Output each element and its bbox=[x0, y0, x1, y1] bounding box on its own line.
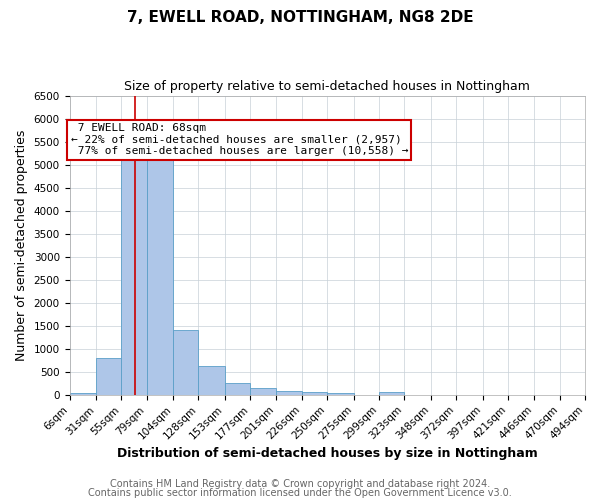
Text: 7 EWELL ROAD: 68sqm
← 22% of semi-detached houses are smaller (2,957)
 77% of se: 7 EWELL ROAD: 68sqm ← 22% of semi-detach… bbox=[71, 123, 408, 156]
Bar bbox=[250, 388, 275, 395]
Y-axis label: Number of semi-detached properties: Number of semi-detached properties bbox=[15, 130, 28, 361]
Bar bbox=[146, 153, 173, 395]
Title: Size of property relative to semi-detached houses in Nottingham: Size of property relative to semi-detach… bbox=[124, 80, 530, 93]
Bar bbox=[96, 358, 121, 395]
Bar bbox=[199, 366, 225, 395]
Bar bbox=[302, 392, 327, 395]
Text: 7, EWELL ROAD, NOTTINGHAM, NG8 2DE: 7, EWELL ROAD, NOTTINGHAM, NG8 2DE bbox=[127, 10, 473, 25]
Bar bbox=[275, 390, 302, 395]
Bar bbox=[379, 392, 404, 395]
Bar bbox=[225, 383, 250, 395]
Bar bbox=[173, 330, 199, 395]
X-axis label: Distribution of semi-detached houses by size in Nottingham: Distribution of semi-detached houses by … bbox=[117, 447, 538, 460]
Text: Contains public sector information licensed under the Open Government Licence v3: Contains public sector information licen… bbox=[88, 488, 512, 498]
Bar bbox=[70, 392, 96, 395]
Bar bbox=[121, 151, 146, 395]
Bar bbox=[327, 393, 353, 395]
Text: Contains HM Land Registry data © Crown copyright and database right 2024.: Contains HM Land Registry data © Crown c… bbox=[110, 479, 490, 489]
